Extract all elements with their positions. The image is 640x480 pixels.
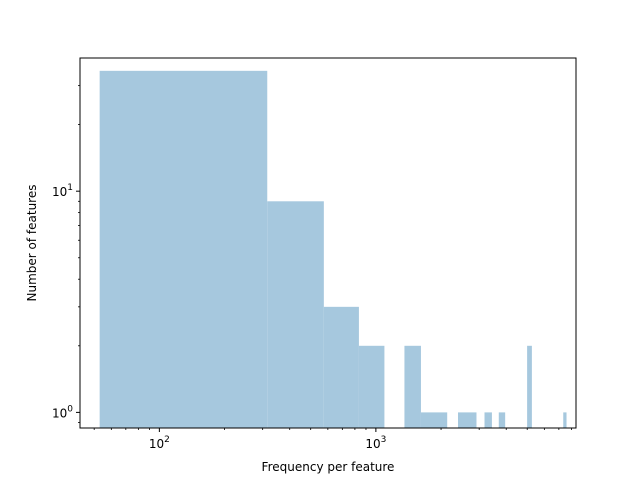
bars-group [99,70,567,428]
histogram-bar [267,201,324,428]
histogram-bar [527,345,532,428]
histogram-bar [404,345,421,428]
tick-label: 103 [365,435,386,451]
x-ticks-group: 102 103 [93,428,572,451]
histogram-bar [358,345,385,428]
histogram-bar [484,412,492,428]
tick-label: 101 [52,183,73,199]
histogram-bar [563,412,567,428]
y-ticks-group: 100 101 [52,85,80,423]
histogram-bar [99,70,268,428]
histogram-bar [323,306,359,428]
tick-label: 102 [149,435,170,451]
y-axis-label: Number of features [25,185,39,302]
tick-label: 100 [52,404,73,420]
histogram-bar [420,412,448,428]
histogram-bar [498,412,506,428]
histogram-bar [458,412,477,428]
x-axis-label: Frequency per feature [262,460,395,474]
